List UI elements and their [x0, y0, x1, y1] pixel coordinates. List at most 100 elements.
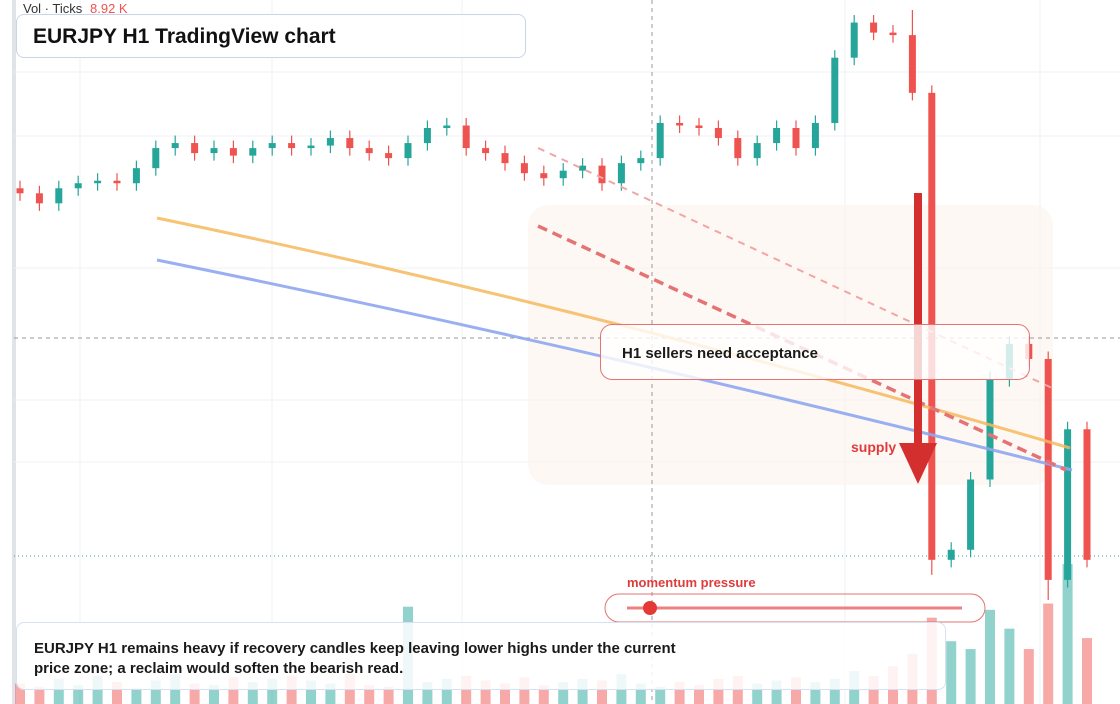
indicator-name: Vol · Ticks	[23, 1, 83, 16]
volume-bar	[267, 678, 278, 704]
volume-bar	[597, 680, 607, 704]
candle-body	[501, 153, 509, 164]
meter-knob	[643, 601, 657, 615]
candle-body	[579, 165, 587, 171]
candle-body	[462, 125, 470, 149]
candle-body	[676, 122, 684, 126]
volume-bar	[810, 682, 821, 704]
volume-bar	[1082, 638, 1092, 704]
title: EURJPY H1 TradingView chart	[16, 14, 526, 58]
candle-body	[1064, 429, 1072, 580]
candle-body	[268, 143, 276, 149]
volume-bar	[713, 678, 724, 704]
candle-body	[714, 128, 722, 139]
volume-bar	[635, 683, 646, 704]
indicator-value: 8.92 K	[90, 1, 128, 16]
volume-bar	[694, 685, 704, 704]
candle-body	[1083, 429, 1091, 560]
candle-body	[132, 168, 140, 184]
zone-label: supply	[851, 439, 896, 455]
volume-bar	[480, 680, 491, 704]
volume-bar	[1062, 564, 1073, 704]
volume-bar	[538, 685, 549, 704]
volume-bar	[1004, 628, 1015, 704]
candle-body	[734, 138, 742, 159]
candle-body	[443, 125, 451, 128]
arrow-shaft	[914, 193, 922, 445]
candle-body	[811, 122, 819, 149]
volume-bar	[500, 683, 510, 704]
candle-body	[365, 148, 373, 154]
volume-bar	[53, 678, 64, 704]
volume-bar	[15, 683, 25, 704]
volume-bar	[829, 678, 840, 704]
candle-body	[773, 128, 781, 144]
candle-body	[889, 32, 897, 36]
candle-body	[385, 153, 393, 159]
volume-bar	[577, 678, 588, 704]
volume-bar	[946, 641, 957, 704]
candle-body	[656, 122, 664, 159]
volume-bar	[131, 688, 142, 704]
volume-bar	[519, 677, 530, 704]
candle-body	[753, 143, 761, 159]
volume-bar	[985, 609, 995, 704]
candle-body	[870, 22, 878, 33]
volume-bar	[112, 682, 122, 704]
volume-bar	[1023, 649, 1034, 704]
callout: H1 sellers need acceptance	[600, 324, 1030, 380]
volume-bar	[150, 680, 161, 704]
candle-body	[404, 143, 412, 159]
volume-bar	[655, 686, 666, 704]
candle-body	[423, 128, 431, 144]
candle-body	[986, 379, 994, 480]
candle-body	[55, 188, 63, 204]
candle-body	[229, 148, 237, 156]
candle-body	[520, 163, 528, 174]
meter-label: momentum pressure	[627, 575, 756, 590]
volume-bar	[1043, 603, 1054, 704]
volume-bar	[209, 685, 219, 704]
arrow-head	[899, 443, 937, 484]
volume-bar	[73, 685, 84, 704]
candle-body	[482, 148, 490, 154]
candle-body	[74, 183, 82, 189]
volume-bar	[441, 678, 452, 704]
candle-body	[850, 22, 858, 58]
volume-bar	[422, 682, 433, 704]
candle-body	[1044, 358, 1052, 580]
caption: EURJPY H1 remains heavy if recovery cand…	[16, 622, 946, 690]
candle-body	[35, 193, 43, 204]
candle-body	[908, 35, 916, 93]
candle-body	[191, 143, 199, 154]
candle-body	[249, 148, 257, 156]
volume-bar	[247, 682, 258, 704]
volume-bar	[791, 677, 801, 704]
volume-bar	[752, 683, 763, 704]
candle-body	[637, 158, 645, 164]
candle-body	[617, 163, 625, 184]
candle-body	[16, 188, 24, 194]
candle-body	[326, 138, 334, 146]
candle-body	[113, 180, 121, 184]
candle-body	[540, 173, 548, 179]
candle-body	[831, 57, 839, 123]
volume-bar	[325, 683, 336, 704]
candle-body	[94, 180, 102, 184]
volume-bar	[306, 680, 316, 704]
candle-body	[171, 143, 179, 149]
candle-body	[695, 125, 703, 128]
volume-bar	[965, 649, 976, 704]
volume-bar	[674, 682, 685, 704]
candle-body	[307, 145, 315, 149]
candle-body	[288, 143, 296, 149]
volume-bar	[558, 682, 569, 704]
volume-bar	[34, 686, 45, 704]
candle-body	[967, 479, 975, 550]
volume-bar	[383, 686, 394, 704]
candle-body	[598, 165, 606, 184]
candle-body	[559, 170, 567, 179]
volume-bar	[228, 677, 239, 704]
candle-body	[792, 128, 800, 149]
